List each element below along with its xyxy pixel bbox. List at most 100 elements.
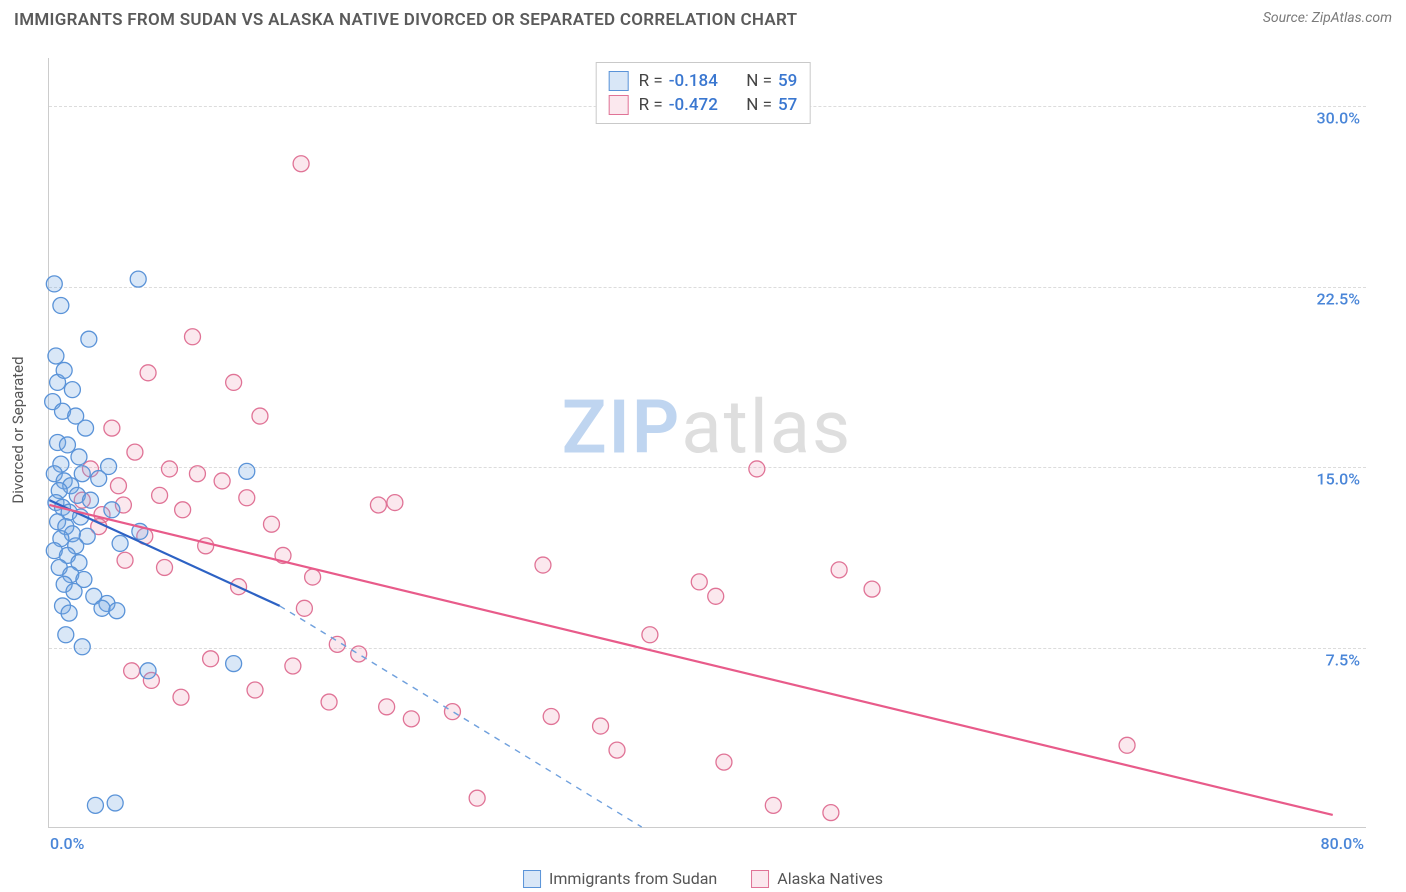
data-point bbox=[226, 656, 242, 672]
data-point bbox=[140, 365, 156, 381]
data-point bbox=[81, 331, 97, 347]
header-bar: IMMIGRANTS FROM SUDAN VS ALASKA NATIVE D… bbox=[0, 0, 1406, 36]
data-point bbox=[175, 502, 191, 518]
chart-container: ZIPatlas 7.5%15.0%22.5%30.0% 0.0%80.0% bbox=[48, 58, 1366, 828]
source-label: Source: bbox=[1263, 10, 1308, 26]
data-point bbox=[189, 466, 205, 482]
data-point bbox=[46, 276, 62, 292]
data-point bbox=[173, 689, 189, 705]
data-point bbox=[124, 663, 140, 679]
data-point bbox=[642, 627, 658, 643]
y-tick-label: 15.0% bbox=[1316, 470, 1360, 489]
correlation-legend-row: R = -0.184 N = 59 bbox=[609, 69, 798, 93]
data-point bbox=[104, 502, 120, 518]
n-label: N = bbox=[746, 95, 772, 115]
data-point bbox=[593, 718, 609, 734]
data-point bbox=[765, 797, 781, 813]
data-point bbox=[370, 497, 386, 513]
data-point bbox=[535, 557, 551, 573]
data-point bbox=[351, 646, 367, 662]
data-point bbox=[74, 639, 90, 655]
data-point bbox=[78, 420, 94, 436]
data-point bbox=[823, 805, 839, 821]
data-point bbox=[296, 600, 312, 616]
data-point bbox=[403, 711, 419, 727]
legend-swatch bbox=[523, 870, 541, 888]
data-point bbox=[214, 473, 230, 489]
data-point bbox=[61, 605, 77, 621]
data-point bbox=[83, 492, 99, 508]
data-point bbox=[293, 156, 309, 172]
data-point bbox=[130, 271, 146, 287]
data-point bbox=[140, 663, 156, 679]
data-point bbox=[53, 298, 69, 314]
data-point bbox=[48, 348, 64, 364]
data-point bbox=[609, 742, 625, 758]
data-point bbox=[64, 382, 80, 398]
data-point bbox=[379, 699, 395, 715]
data-point bbox=[107, 795, 123, 811]
data-point bbox=[239, 490, 255, 506]
data-point bbox=[152, 487, 168, 503]
data-point bbox=[161, 461, 177, 477]
data-point bbox=[387, 495, 403, 511]
data-point bbox=[110, 478, 126, 494]
data-point bbox=[321, 694, 337, 710]
series-legend: Immigrants from Sudan Alaska Natives bbox=[523, 869, 883, 888]
data-point bbox=[66, 584, 82, 600]
data-point bbox=[864, 581, 880, 597]
source-value: ZipAtlas.com bbox=[1312, 10, 1392, 26]
data-point bbox=[285, 658, 301, 674]
data-point bbox=[94, 600, 110, 616]
y-axis-title: Divorced or Separated bbox=[9, 356, 27, 503]
data-point bbox=[127, 444, 143, 460]
x-tick-label: 80.0% bbox=[1320, 834, 1364, 853]
data-point bbox=[305, 569, 321, 585]
data-point bbox=[117, 552, 133, 568]
r-label: R = bbox=[639, 71, 663, 91]
legend-swatch bbox=[609, 95, 629, 115]
data-point bbox=[157, 559, 173, 575]
correlation-legend: R = -0.184 N = 59R = -0.472 N = 57 bbox=[596, 62, 811, 124]
data-point bbox=[58, 627, 74, 643]
data-point bbox=[56, 362, 72, 378]
data-point bbox=[543, 708, 559, 724]
x-tick-label: 0.0% bbox=[50, 834, 84, 853]
data-point bbox=[109, 603, 125, 619]
source-attribution: Source: ZipAtlas.com bbox=[1263, 10, 1392, 26]
data-point bbox=[831, 562, 847, 578]
r-value: -0.472 bbox=[669, 95, 718, 115]
data-point bbox=[247, 682, 263, 698]
data-point bbox=[203, 651, 219, 667]
data-point bbox=[691, 574, 707, 590]
page-title: IMMIGRANTS FROM SUDAN VS ALASKA NATIVE D… bbox=[14, 10, 797, 30]
n-value: 57 bbox=[778, 95, 797, 115]
data-point bbox=[444, 704, 460, 720]
y-tick-label: 22.5% bbox=[1316, 289, 1360, 308]
data-point bbox=[716, 754, 732, 770]
data-point bbox=[185, 329, 201, 345]
data-point bbox=[101, 459, 117, 475]
n-label: N = bbox=[746, 71, 772, 91]
y-tick-label: 7.5% bbox=[1326, 650, 1360, 669]
data-point bbox=[226, 374, 242, 390]
r-value: -0.184 bbox=[669, 71, 718, 91]
data-point bbox=[263, 516, 279, 532]
series-legend-item: Immigrants from Sudan bbox=[523, 869, 717, 888]
data-point bbox=[87, 797, 103, 813]
trend-line bbox=[49, 505, 1332, 815]
data-point bbox=[198, 538, 214, 554]
data-point bbox=[708, 588, 724, 604]
plot-area bbox=[48, 58, 1366, 828]
data-point bbox=[74, 466, 90, 482]
data-point bbox=[252, 408, 268, 424]
n-value: 59 bbox=[778, 71, 797, 91]
series-legend-item: Alaska Natives bbox=[751, 869, 883, 888]
series-legend-label: Immigrants from Sudan bbox=[549, 869, 717, 888]
data-point bbox=[749, 461, 765, 477]
r-label: R = bbox=[639, 95, 663, 115]
data-point bbox=[239, 463, 255, 479]
legend-swatch bbox=[751, 870, 769, 888]
data-point bbox=[1119, 737, 1135, 753]
data-point bbox=[112, 535, 128, 551]
